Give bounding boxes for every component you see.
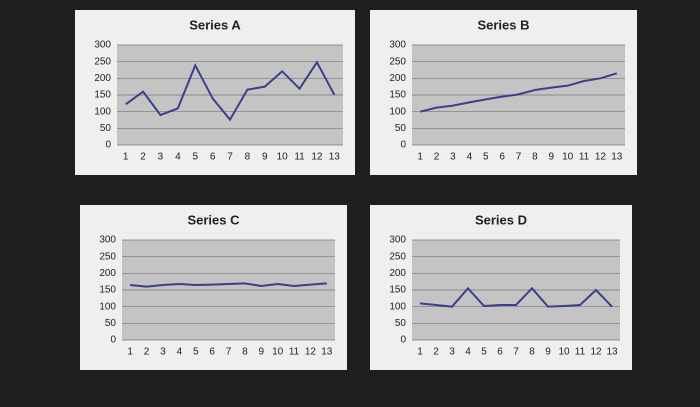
x-tick-label: 4 bbox=[175, 152, 181, 163]
x-tick-label: 8 bbox=[245, 152, 251, 163]
x-tick-label: 10 bbox=[562, 152, 574, 163]
x-tick-label: 4 bbox=[465, 347, 471, 358]
y-tick-label: 0 bbox=[110, 335, 116, 346]
x-tick-label: 7 bbox=[513, 347, 519, 358]
x-tick-label: 1 bbox=[417, 152, 423, 163]
y-tick-label: 0 bbox=[400, 335, 406, 346]
x-tick-label: 5 bbox=[483, 152, 489, 163]
y-tick-label: 100 bbox=[389, 301, 406, 312]
x-tick-label: 4 bbox=[467, 152, 473, 163]
chart-title: Series A bbox=[189, 17, 241, 32]
y-tick-label: 250 bbox=[389, 56, 406, 67]
x-tick-label: 7 bbox=[516, 152, 522, 163]
x-tick-label: 11 bbox=[289, 347, 300, 358]
x-tick-label: 13 bbox=[329, 152, 341, 163]
x-tick-label: 7 bbox=[226, 347, 232, 358]
y-tick-label: 250 bbox=[94, 56, 111, 67]
x-tick-label: 3 bbox=[160, 347, 166, 358]
x-tick-label: 1 bbox=[417, 347, 423, 358]
y-tick-label: 200 bbox=[99, 268, 116, 279]
y-tick-label: 200 bbox=[389, 268, 406, 279]
chart-title: Series C bbox=[187, 212, 240, 227]
y-tick-label: 150 bbox=[389, 285, 406, 296]
y-tick-label: 300 bbox=[94, 40, 111, 51]
x-tick-label: 5 bbox=[192, 152, 198, 163]
y-tick-label: 0 bbox=[105, 140, 111, 151]
x-tick-label: 1 bbox=[123, 152, 129, 163]
chart-title: Series B bbox=[477, 17, 529, 32]
x-tick-label: 7 bbox=[227, 152, 233, 163]
x-tick-label: 12 bbox=[595, 152, 607, 163]
y-tick-label: 150 bbox=[99, 285, 116, 296]
x-tick-label: 8 bbox=[529, 347, 535, 358]
x-tick-label: 3 bbox=[450, 152, 456, 163]
x-tick-label: 6 bbox=[210, 152, 216, 163]
y-tick-label: 50 bbox=[105, 318, 117, 329]
x-tick-label: 9 bbox=[545, 347, 551, 358]
y-tick-label: 150 bbox=[94, 90, 111, 101]
y-tick-label: 150 bbox=[389, 90, 406, 101]
x-tick-label: 2 bbox=[433, 347, 439, 358]
y-tick-label: 250 bbox=[99, 251, 116, 262]
x-tick-label: 6 bbox=[499, 152, 505, 163]
y-tick-label: 200 bbox=[94, 73, 111, 84]
x-tick-label: 11 bbox=[579, 152, 590, 163]
x-tick-label: 13 bbox=[606, 347, 618, 358]
x-tick-label: 2 bbox=[144, 347, 150, 358]
x-tick-label: 13 bbox=[611, 152, 623, 163]
y-tick-label: 50 bbox=[395, 123, 407, 134]
y-tick-label: 300 bbox=[389, 40, 406, 51]
x-tick-label: 2 bbox=[434, 152, 440, 163]
y-tick-label: 300 bbox=[389, 235, 406, 246]
data-line bbox=[419, 286, 613, 308]
x-tick-label: 6 bbox=[209, 347, 215, 358]
x-tick-label: 10 bbox=[558, 347, 570, 358]
x-tick-label: 12 bbox=[305, 347, 317, 358]
x-tick-label: 6 bbox=[497, 347, 503, 358]
data-line bbox=[419, 72, 618, 113]
y-tick-label: 200 bbox=[389, 73, 406, 84]
y-tick-label: 100 bbox=[389, 106, 406, 117]
y-tick-label: 300 bbox=[99, 235, 116, 246]
x-tick-label: 12 bbox=[311, 152, 323, 163]
chart-title: Series D bbox=[475, 212, 527, 227]
y-tick-label: 50 bbox=[395, 318, 407, 329]
x-tick-label: 11 bbox=[575, 347, 586, 358]
y-tick-label: 250 bbox=[389, 251, 406, 262]
data-line bbox=[130, 282, 327, 288]
x-tick-label: 5 bbox=[481, 347, 487, 358]
x-tick-label: 3 bbox=[158, 152, 164, 163]
x-tick-label: 10 bbox=[277, 152, 289, 163]
x-tick-label: 13 bbox=[321, 347, 333, 358]
x-tick-label: 3 bbox=[449, 347, 455, 358]
y-tick-label: 100 bbox=[94, 106, 111, 117]
x-tick-label: 9 bbox=[258, 347, 264, 358]
x-tick-label: 2 bbox=[140, 152, 146, 163]
x-tick-label: 11 bbox=[294, 152, 305, 163]
y-tick-label: 100 bbox=[99, 301, 116, 312]
x-tick-label: 5 bbox=[193, 347, 199, 358]
x-tick-label: 1 bbox=[127, 347, 133, 358]
x-tick-label: 4 bbox=[177, 347, 183, 358]
data-line bbox=[125, 60, 336, 122]
x-tick-label: 8 bbox=[532, 152, 538, 163]
x-tick-label: 9 bbox=[262, 152, 268, 163]
x-tick-label: 8 bbox=[242, 347, 248, 358]
y-tick-label: 50 bbox=[100, 123, 112, 134]
y-tick-label: 0 bbox=[400, 140, 406, 151]
x-tick-label: 9 bbox=[548, 152, 554, 163]
x-tick-label: 12 bbox=[590, 347, 602, 358]
x-tick-label: 10 bbox=[272, 347, 284, 358]
